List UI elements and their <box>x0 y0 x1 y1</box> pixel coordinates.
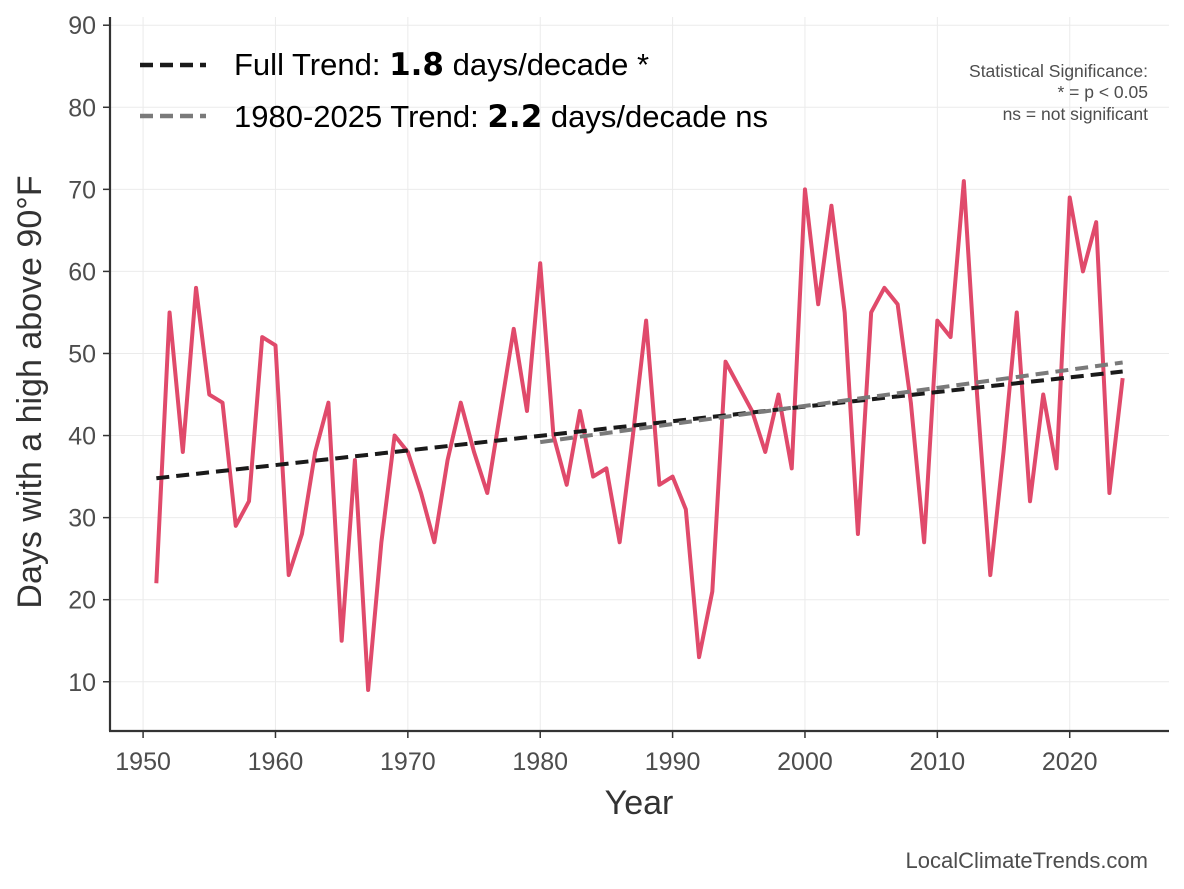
y-tick-label-80: 80 <box>68 94 96 122</box>
y-tick-label-70: 70 <box>68 176 96 204</box>
x-tick-label-1950: 1950 <box>115 748 171 776</box>
y-axis-ticks: 10 20 30 40 50 60 70 80 90 <box>68 12 110 697</box>
x-tick-label-1980: 1980 <box>512 748 568 776</box>
x-axis-title: Year <box>605 784 674 822</box>
legend-full-trend-suffix: days/decade * <box>444 47 649 82</box>
y-tick-label-30: 30 <box>68 505 96 533</box>
x-axis-ticks: 1950 1960 1970 1980 1990 2000 2010 2020 <box>115 731 1098 776</box>
x-tick-label-1970: 1970 <box>380 748 436 776</box>
significance-note: Statistical Significance: * = p < 0.05 n… <box>969 61 1148 124</box>
full-trend-line <box>156 369 1123 481</box>
significance-line-1: * = p < 0.05 <box>1058 82 1149 102</box>
significance-line-2: ns = not significant <box>1003 104 1149 124</box>
y-axis-title: Days with a high above 90°F <box>11 175 49 608</box>
x-tick-label-2000: 2000 <box>777 748 833 776</box>
recent-trend-line <box>539 360 1123 445</box>
y-tick-label-60: 60 <box>68 258 96 286</box>
legend-full-trend-label: Full Trend: 1.8 days/decade * <box>234 47 649 83</box>
y-tick-label-90: 90 <box>68 12 96 40</box>
legend-full-trend-prefix: Full Trend: <box>234 47 389 82</box>
legend-full-trend-rate: 1.8 <box>389 47 444 83</box>
x-tick-label-1990: 1990 <box>645 748 701 776</box>
x-tick-label-2010: 2010 <box>910 748 966 776</box>
credit-text: LocalClimateTrends.com <box>906 848 1149 873</box>
data-series <box>154 179 1125 692</box>
legend-recent-trend-suffix: days/decade ns <box>542 99 768 134</box>
y-tick-label-40: 40 <box>68 423 96 451</box>
x-tick-label-1960: 1960 <box>248 748 304 776</box>
series-line-0 <box>154 179 1125 692</box>
legend: Full Trend: 1.8 days/decade * 1980-2025 … <box>140 47 768 135</box>
legend-recent-trend-prefix: 1980-2025 Trend: <box>234 99 487 134</box>
axes <box>108 17 1169 733</box>
y-tick-label-10: 10 <box>68 669 96 697</box>
y-tick-label-50: 50 <box>68 340 96 368</box>
legend-recent-trend-rate: 2.2 <box>487 99 542 135</box>
significance-title: Statistical Significance: <box>969 61 1148 81</box>
trend-lines <box>156 360 1123 481</box>
y-tick-label-20: 20 <box>68 587 96 615</box>
x-tick-label-2020: 2020 <box>1042 748 1098 776</box>
legend-recent-trend-label: 1980-2025 Trend: 2.2 days/decade ns <box>234 99 768 135</box>
